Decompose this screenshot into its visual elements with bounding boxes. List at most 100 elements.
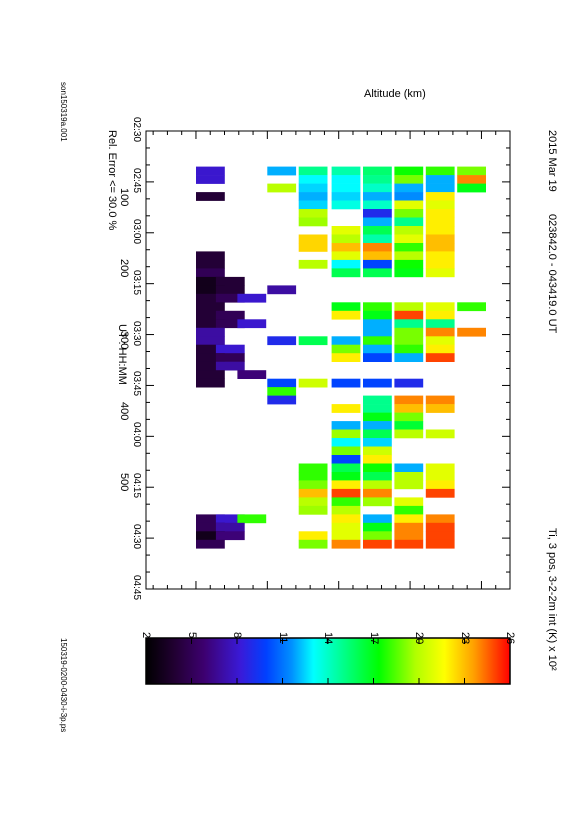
- heatmap-cell: [425, 183, 455, 193]
- heatmap-cell: [425, 319, 455, 329]
- heatmap-cell: [425, 480, 455, 490]
- colorbar-tick-label: 14: [322, 632, 334, 645]
- heatmap-cell: [394, 539, 424, 549]
- x-axis-title: UT : HH:MM: [116, 324, 128, 385]
- heatmap-cell: [394, 429, 424, 439]
- heatmap-cell: [425, 395, 455, 405]
- heatmap-cell: [425, 344, 455, 354]
- heatmap-cell: [394, 209, 424, 218]
- heatmap-cell: [196, 353, 225, 362]
- heatmap-cell: [363, 200, 392, 210]
- heatmap-cell: [196, 531, 225, 541]
- colorbar-tick-label: 8: [231, 632, 243, 639]
- heatmap-cell: [298, 488, 328, 498]
- heatmap-cell: [363, 539, 392, 549]
- header-time-range: 023842.0 - 043419.0 UT: [546, 214, 558, 334]
- colorbar-tick-label: 26: [504, 632, 516, 645]
- x-tick-label: 02:30: [131, 117, 142, 143]
- heatmap-cell: [425, 531, 455, 541]
- heatmap-cell: [298, 497, 328, 507]
- x-tick-label: 03:15: [131, 269, 142, 295]
- heatmap-cell: [363, 497, 392, 507]
- heatmap-cell: [196, 276, 225, 286]
- heatmap-cell: [394, 183, 424, 193]
- heatmap-cells: [196, 166, 486, 549]
- heatmap-cell: [298, 234, 328, 244]
- heatmap-cell: [331, 480, 361, 490]
- heatmap-cell: [331, 200, 361, 210]
- heatmap-cell: [363, 488, 392, 498]
- heatmap-cell: [237, 319, 267, 329]
- heatmap-cell: [267, 166, 297, 176]
- heatmap-cell: [363, 446, 392, 456]
- heatmap-cell: [425, 209, 455, 218]
- heatmap-cell: [331, 531, 361, 541]
- heatmap-cell: [298, 209, 328, 218]
- x-tick-label: 03:30: [131, 320, 142, 346]
- heatmap-cell: [363, 217, 392, 227]
- heatmap-cell: [394, 472, 424, 481]
- heatmap-cell: [363, 319, 392, 329]
- heatmap-cell: [196, 268, 225, 278]
- plot-frame: [145, 130, 511, 590]
- heatmap-cell: [394, 268, 424, 278]
- heatmap-cell: [394, 480, 424, 490]
- x-tick-label: 03:45: [131, 371, 142, 397]
- x-tick-label: 04:45: [131, 575, 142, 601]
- heatmap-cell: [457, 166, 486, 176]
- heatmap-cell: [425, 259, 455, 269]
- heatmap-cell: [196, 522, 225, 532]
- heatmap-cell: [394, 505, 424, 515]
- heatmap-cell: [215, 514, 245, 524]
- heatmap-cell: [425, 243, 455, 252]
- heatmap-cell: [363, 412, 392, 422]
- heatmap-cell: [331, 183, 361, 193]
- heatmap-cell: [331, 472, 361, 481]
- heatmap-cell: [196, 378, 225, 388]
- heatmap-cell: [298, 336, 328, 346]
- heatmap-cell: [425, 200, 455, 210]
- heatmap-cell: [394, 192, 424, 201]
- heatmap-cell: [196, 327, 225, 337]
- heatmap-cell: [331, 302, 361, 312]
- x-tick-label: 03:00: [131, 218, 142, 244]
- heatmap-cell: [394, 226, 424, 235]
- heatmap-cell: [425, 192, 455, 201]
- heatmap-cell: [298, 539, 328, 549]
- heatmap-cell: [363, 268, 392, 278]
- heatmap-cell: [196, 310, 225, 320]
- heatmap-cell: [363, 480, 392, 490]
- heatmap-cell: [298, 166, 328, 176]
- heatmap-cell: [394, 175, 424, 184]
- heatmap-cell: [196, 370, 225, 379]
- heatmap-cell: [394, 344, 424, 354]
- heatmap-cell: [298, 175, 328, 184]
- heatmap-cell: [215, 531, 245, 541]
- heatmap-cell: [394, 166, 424, 176]
- heatmap-cell: [363, 378, 392, 388]
- colorbar-tick-label: 17: [367, 632, 380, 645]
- heatmap-cell: [215, 344, 245, 354]
- heatmap-cell: [363, 192, 392, 201]
- heatmap-cell: [394, 378, 424, 388]
- heatmap-cell: [196, 361, 225, 371]
- heatmap-cell: [298, 200, 328, 210]
- heatmap-cell: [425, 539, 455, 549]
- heatmap-cell: [331, 514, 361, 524]
- heatmap-cell: [363, 522, 392, 532]
- colorbar-tick-label: 11: [276, 632, 289, 644]
- heatmap-cell: [331, 234, 361, 244]
- heatmap-cell: [298, 378, 328, 388]
- heatmap-cell: [331, 455, 361, 464]
- heatmap-cell: [457, 183, 486, 193]
- heatmap-cell: [331, 497, 361, 507]
- heatmap-cell: [363, 209, 392, 218]
- heatmap-cell: [196, 336, 225, 346]
- heatmap-cell: [394, 327, 424, 337]
- heatmap-cell: [331, 446, 361, 456]
- heatmap-cell: [298, 531, 328, 541]
- heatmap-cell: [237, 514, 267, 524]
- heatmap-cell: [267, 183, 297, 193]
- heatmap-cell: [331, 438, 361, 447]
- heatmap-cell: [331, 421, 361, 430]
